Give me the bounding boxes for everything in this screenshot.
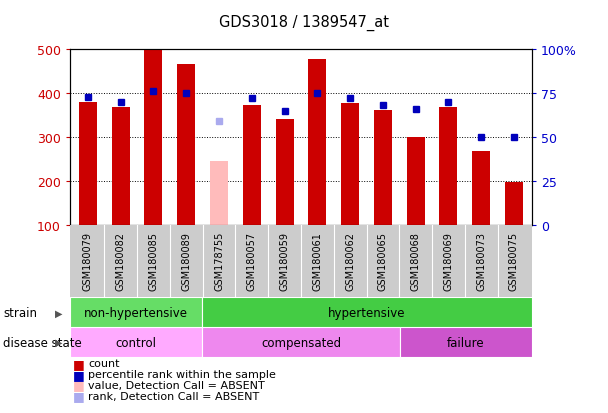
Text: GSM178755: GSM178755 [214,231,224,290]
Text: ■: ■ [73,378,85,392]
Text: GSM180089: GSM180089 [181,231,192,290]
Text: GSM180065: GSM180065 [378,231,388,290]
Bar [308,60,326,225]
Bar [472,152,490,225]
Text: failure: failure [447,336,485,349]
Text: hypertensive: hypertensive [328,306,406,319]
Text: count: count [88,358,120,368]
Bar [70,225,532,298]
Text: GSM180079: GSM180079 [83,231,93,290]
Bar [505,183,523,225]
Text: ■: ■ [73,357,85,370]
Bar [202,298,532,328]
Text: GSM180075: GSM180075 [509,231,519,290]
Text: GSM180059: GSM180059 [280,231,289,290]
Text: GSM180062: GSM180062 [345,231,355,290]
Text: GSM180085: GSM180085 [148,231,159,290]
Bar [112,108,130,225]
Bar [145,50,162,225]
Text: strain: strain [3,306,37,319]
Text: ■: ■ [73,389,85,402]
Text: non-hypertensive: non-hypertensive [84,306,188,319]
Bar [210,162,228,225]
Text: GDS3018 / 1389547_at: GDS3018 / 1389547_at [219,15,389,31]
Text: GSM180082: GSM180082 [116,231,126,290]
Bar [407,138,424,225]
Text: ■: ■ [73,368,85,381]
Bar [79,102,97,225]
Text: compensated: compensated [261,336,341,349]
Bar [70,328,202,357]
Text: control: control [116,336,156,349]
Bar [440,108,457,225]
Text: percentile rank within the sample: percentile rank within the sample [88,369,276,379]
Bar [243,106,261,225]
Text: GSM180073: GSM180073 [476,231,486,290]
Text: GSM180069: GSM180069 [443,231,454,290]
Bar [341,104,359,225]
Text: GSM180057: GSM180057 [247,231,257,290]
Text: GSM180068: GSM180068 [410,231,421,290]
Bar [275,120,294,225]
Text: value, Detection Call = ABSENT: value, Detection Call = ABSENT [88,380,265,390]
Bar [178,65,195,225]
Text: ▶: ▶ [55,308,63,318]
Text: GSM180061: GSM180061 [313,231,322,290]
Text: ▶: ▶ [55,337,63,347]
Text: rank, Detection Call = ABSENT: rank, Detection Call = ABSENT [88,391,260,401]
Bar [70,298,202,328]
Text: disease state: disease state [3,336,82,349]
Bar [374,111,392,225]
Bar [202,328,400,357]
Bar [400,328,532,357]
